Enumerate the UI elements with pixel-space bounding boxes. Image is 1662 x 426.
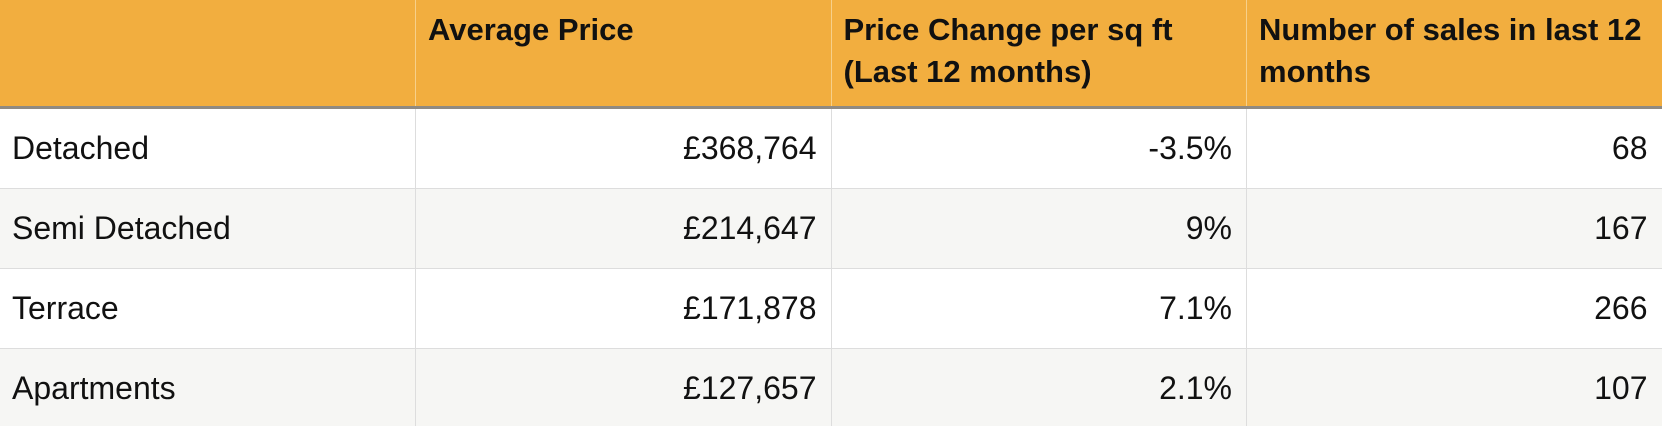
table-body: Detached £368,764 -3.5% 68 Semi Detached £214… (0, 107, 1662, 426)
value-cell: 7.1% (831, 268, 1247, 349)
header-cell: Number of sales in last 12 months (1246, 0, 1662, 109)
value-cell: 266 (1246, 268, 1662, 349)
value-cell: 9% (831, 188, 1247, 269)
row-label: Terrace (0, 268, 416, 349)
table-row: Apartments £127,657 2.1% 107 (0, 348, 1662, 426)
value-cell: 107 (1246, 348, 1662, 426)
value-cell: £127,657 (415, 348, 832, 426)
header-cell (0, 0, 416, 109)
value-cell: 2.1% (831, 348, 1247, 426)
header-cell: Average Price (415, 0, 832, 109)
table-row: Terrace £171,878 7.1% 266 (0, 268, 1662, 349)
value-cell: -3.5% (831, 107, 1247, 189)
table-row: Semi Detached £214,647 9% 167 (0, 188, 1662, 269)
value-cell: 167 (1246, 188, 1662, 269)
row-label: Detached (0, 107, 416, 189)
header-row: Average Price Price Change per sq ft (La… (0, 0, 1662, 109)
value-cell: £171,878 (415, 268, 832, 349)
value-cell: 68 (1246, 107, 1662, 189)
row-label: Semi Detached (0, 188, 416, 269)
table-row: Detached £368,764 -3.5% 68 (0, 107, 1662, 189)
header-cell: Price Change per sq ft (Last 12 months) (831, 0, 1247, 109)
row-label: Apartments (0, 348, 416, 426)
value-cell: £214,647 (415, 188, 832, 269)
value-cell: £368,764 (415, 107, 832, 189)
